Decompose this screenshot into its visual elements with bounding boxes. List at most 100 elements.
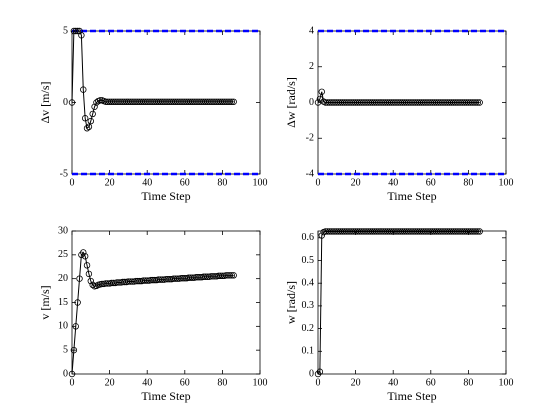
data-point <box>70 346 78 354</box>
data-point <box>83 125 91 132</box>
data-point <box>472 99 480 106</box>
data-point <box>80 86 87 93</box>
x-tick-label: 40 <box>388 377 398 388</box>
data-point <box>472 228 480 235</box>
x-tick-label: 60 <box>180 377 190 388</box>
y-tick-label: 0 <box>309 97 314 108</box>
y-tick-label: 30 <box>58 225 68 236</box>
y-tick-label: 2 <box>309 61 314 72</box>
x-tick-label: 40 <box>142 377 152 388</box>
data-point <box>91 103 98 110</box>
x-tick-label: 20 <box>351 377 361 388</box>
x-tick-label: 20 <box>351 177 361 188</box>
data-point <box>78 32 85 39</box>
data-point <box>83 262 91 269</box>
data-point <box>93 99 100 106</box>
y-tick-label: 4 <box>309 25 314 36</box>
x-tick-label: 100 <box>253 377 268 388</box>
x-tick-label: 0 <box>70 377 75 388</box>
data-point <box>68 370 76 378</box>
y-axis-label: Δw [rad/s] <box>284 77 298 128</box>
x-tick-label: 100 <box>499 377 514 388</box>
x-tick-label: 40 <box>142 177 152 188</box>
y-tick-label: 25 <box>58 249 68 260</box>
y-tick-label: 0 <box>309 368 314 379</box>
y-tick-label: 0.4 <box>302 278 315 289</box>
data-point <box>76 27 83 35</box>
data-point <box>72 27 79 35</box>
x-tick-label: 80 <box>217 377 227 388</box>
x-tick-label: 80 <box>463 177 473 188</box>
axes-box <box>71 230 261 375</box>
y-tick-label: 0 <box>63 97 68 108</box>
data-point <box>476 99 483 106</box>
data-point <box>474 228 481 235</box>
y-tick-label: 15 <box>58 297 68 308</box>
x-tick-label: 100 <box>499 177 514 188</box>
y-tick-label: 20 <box>58 273 68 284</box>
data-point <box>74 299 81 306</box>
data-point <box>226 272 234 279</box>
data-point <box>230 98 237 105</box>
x-tick-label: 0 <box>70 177 75 188</box>
x-tick-label: 40 <box>388 177 398 188</box>
data-point <box>316 368 324 375</box>
subplot: 0 20 40 60 80 100 0 0.1 0.2 0.3 0.4 0.5 0.6 Time Step… <box>284 228 514 403</box>
y-tick-label: 0.6 <box>302 232 315 243</box>
x-tick-label: 0 <box>316 177 321 188</box>
data-point <box>89 110 96 118</box>
subplot: 0 20 40 60 80 100 -4 -2 0 2 4 Time Step Δw [rad/s] <box>284 25 514 202</box>
data-point <box>85 270 93 278</box>
x-axis-label: Time Step <box>387 189 436 203</box>
x-tick-label: 80 <box>217 177 227 188</box>
data-point <box>81 253 89 260</box>
y-tick-label: 0 <box>63 368 68 379</box>
y-tick-label: 0.3 <box>302 300 315 311</box>
subplot: 0 20 40 60 80 100 0 5 10 15 20 25 30 Time Step v [m/s] <box>38 225 268 402</box>
y-tick-label: 0.1 <box>302 346 315 357</box>
x-tick-label: 100 <box>253 177 268 188</box>
x-tick-label: 0 <box>316 377 321 388</box>
x-tick-label: 80 <box>463 377 473 388</box>
axes-box <box>317 230 507 375</box>
x-tick-label: 60 <box>426 377 436 388</box>
y-axis-label: w [rad/s] <box>284 281 298 324</box>
y-tick-label: 5 <box>63 344 68 355</box>
data-point <box>476 228 483 235</box>
x-tick-label: 60 <box>426 177 436 188</box>
data-point <box>76 275 83 282</box>
y-axis-label: v [m/s] <box>38 285 52 319</box>
data-point <box>72 323 79 330</box>
y-tick-label: 0.5 <box>302 255 315 266</box>
y-axis-label: Δv [m/s] <box>38 81 52 123</box>
x-axis-label: Time Step <box>387 389 436 403</box>
data-point <box>228 272 235 279</box>
data-point <box>87 117 94 125</box>
data-point <box>318 88 325 95</box>
y-tick-label: 0.2 <box>302 323 315 334</box>
data-point <box>474 99 481 106</box>
y-tick-label: -2 <box>306 133 314 144</box>
x-tick-label: 20 <box>105 177 115 188</box>
data-point <box>314 370 322 378</box>
x-tick-label: 20 <box>105 377 115 388</box>
y-tick-label: 5 <box>63 25 68 36</box>
y-tick-label: -5 <box>60 168 68 179</box>
data-point <box>74 27 81 35</box>
data-point <box>87 277 94 285</box>
y-tick-label: -4 <box>306 168 314 179</box>
x-axis-label: Time Step <box>141 389 190 403</box>
data-point <box>228 98 235 105</box>
data-point <box>80 249 87 256</box>
x-axis-label: Time Step <box>141 189 190 203</box>
data-point <box>318 232 325 239</box>
data-point <box>85 123 93 131</box>
x-tick-label: 60 <box>180 177 190 188</box>
data-point <box>81 115 89 122</box>
data-point <box>226 98 234 105</box>
data-point <box>230 272 237 279</box>
y-tick-label: 10 <box>58 321 68 332</box>
data-point <box>68 99 76 106</box>
